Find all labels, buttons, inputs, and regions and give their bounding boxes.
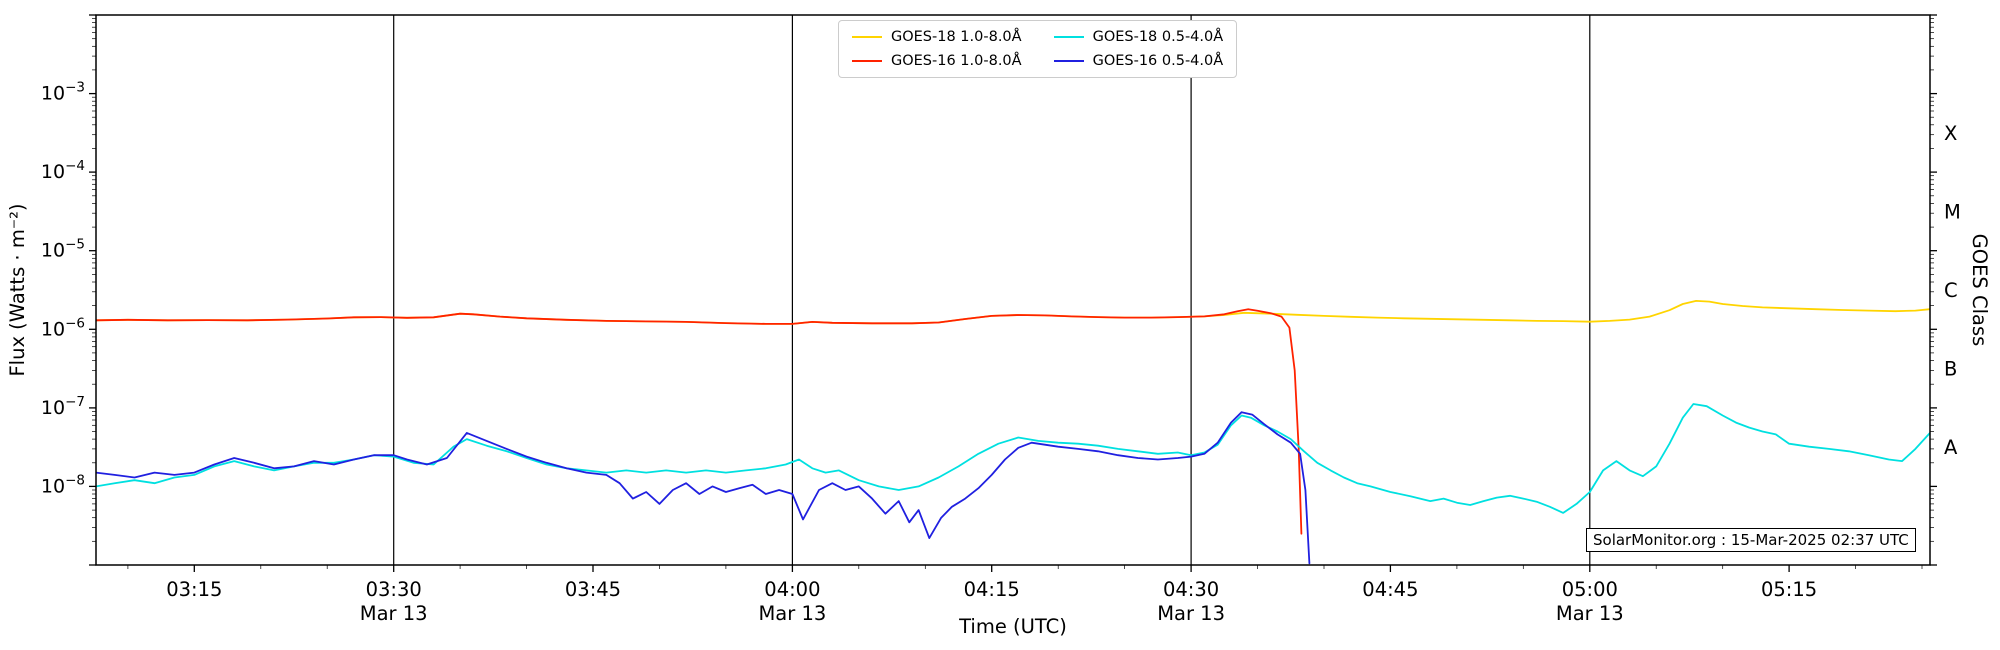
x-tick-label: 05:15 [1761,578,1817,601]
legend-label-goes18-short: GOES-18 0.5-4.0Å [1092,29,1224,45]
legend-label-goes16-long: GOES-16 1.0-8.0Å [891,53,1022,69]
series-goes18-short [96,403,1930,514]
legend-item-goes16-short: GOES-16 0.5-4.0Å [1053,53,1224,69]
x-tick-sublabel: Mar 13 [758,602,826,625]
legend-label-goes18-long: GOES-18 1.0-8.0Å [891,29,1022,45]
legend-swatch-goes18-short-icon [1053,35,1084,39]
x-axis-title: Time (UTC) [958,615,1067,638]
right-axis-title: GOES Class [1968,234,1991,347]
series-goes18-long [96,299,1930,325]
legend: GOES-18 1.0-8.0Å GOES-16 1.0-8.0Å GOES-1… [838,20,1238,78]
legend-swatch-goes16-long-icon [852,59,882,63]
plot-frame [95,14,1931,566]
legend-swatch-goes16-short-icon [1053,59,1084,63]
legend-label-goes16-short: GOES-16 0.5-4.0Å [1092,53,1224,69]
x-tick-label: 04:15 [964,578,1020,601]
x-tick-label: 03:30 [366,578,422,601]
series-goes16-short [96,411,1311,565]
legend-column-short: GOES-18 0.5-4.0Å GOES-16 0.5-4.0Å [1053,29,1224,69]
goes-class-label: M [1944,200,1961,223]
watermark: SolarMonitor.org : 15-Mar-2025 02:37 UTC [1586,528,1916,552]
series-lines [96,299,1930,565]
vertical-gridlines [393,15,1591,565]
goes-class-label: B [1944,358,1957,381]
axis-ticks [89,14,1937,572]
x-tick-label: 04:00 [764,578,820,601]
y-tick-label: 10−6 [41,315,85,340]
x-tick-sublabel: Mar 13 [360,602,428,625]
y-tick-label: 10−7 [41,394,85,419]
y-tick-label: 10−4 [41,158,85,183]
x-tick-label: 03:15 [166,578,222,601]
x-tick-label: 05:00 [1562,578,1618,601]
goes-class-label: A [1944,436,1958,459]
legend-item-goes16-long: GOES-16 1.0-8.0Å [852,53,1022,69]
x-tick-sublabel: Mar 13 [1157,602,1225,625]
x-tick-label: 03:45 [565,578,621,601]
y-tick-label: 10−5 [41,237,85,262]
goes-class-label: C [1944,279,1958,302]
y-tick-label: 10−3 [41,80,85,105]
legend-item-goes18-short: GOES-18 0.5-4.0Å [1053,29,1224,45]
series-goes16-long [96,308,1303,535]
y-tick-label: 10−8 [41,472,85,497]
legend-column-long: GOES-18 1.0-8.0Å GOES-16 1.0-8.0Å [852,29,1022,69]
x-tick-label: 04:30 [1163,578,1219,601]
legend-swatch-goes18-long-icon [852,35,882,39]
x-tick-label: 04:45 [1362,578,1418,601]
y-axis-title: Flux (Watts · m⁻²) [6,203,29,376]
goes-class-label: X [1944,122,1957,145]
x-tick-sublabel: Mar 13 [1556,602,1624,625]
legend-item-goes18-long: GOES-18 1.0-8.0Å [852,29,1022,45]
